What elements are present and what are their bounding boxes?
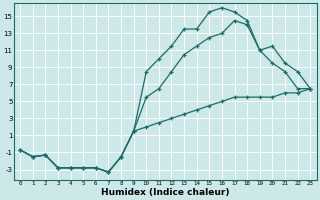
- X-axis label: Humidex (Indice chaleur): Humidex (Indice chaleur): [101, 188, 229, 197]
